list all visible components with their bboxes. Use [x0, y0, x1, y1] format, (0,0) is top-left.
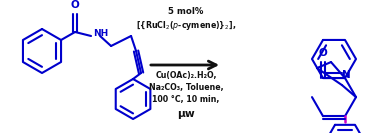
Text: NH: NH — [93, 30, 108, 38]
Text: 100 °C, 10 min,: 100 °C, 10 min, — [152, 95, 220, 104]
Text: N: N — [342, 70, 350, 80]
FancyArrowPatch shape — [151, 61, 216, 69]
Text: O: O — [71, 0, 79, 10]
Text: [{RuCl$_2$($p$-cymene)}$_2$],: [{RuCl$_2$($p$-cymene)}$_2$], — [136, 19, 236, 32]
Text: Cu(OAc)₂.H₂O,: Cu(OAc)₂.H₂O, — [155, 71, 217, 80]
Text: μw: μw — [177, 109, 195, 119]
Text: Na₂CO₃, Toluene,: Na₂CO₃, Toluene, — [149, 83, 223, 92]
Text: 5 mol%: 5 mol% — [168, 7, 204, 16]
Text: O: O — [319, 48, 327, 58]
